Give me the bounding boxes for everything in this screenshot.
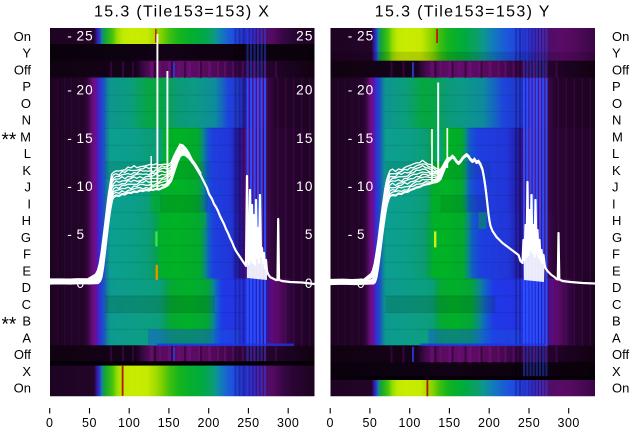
svg-text:5: 5 — [357, 227, 366, 242]
svg-text:Off: Off — [14, 63, 31, 78]
svg-text:J: J — [25, 180, 32, 195]
svg-text:-: - — [67, 83, 72, 98]
svg-text:250: 250 — [518, 416, 540, 430]
svg-text:-: - — [348, 227, 353, 242]
svg-text:150: 150 — [438, 416, 460, 430]
svg-text:20: 20 — [357, 83, 374, 98]
svg-text:Off: Off — [612, 347, 629, 362]
svg-text:K: K — [22, 163, 31, 178]
svg-text:25: 25 — [77, 29, 94, 44]
svg-text:5: 5 — [305, 227, 314, 242]
svg-text:-: - — [348, 179, 353, 194]
svg-text:X: X — [22, 364, 31, 379]
svg-text:On: On — [14, 381, 31, 396]
svg-text:B: B — [22, 314, 31, 329]
svg-text:L: L — [612, 146, 619, 161]
svg-text:Y: Y — [22, 46, 31, 61]
svg-text:On: On — [612, 381, 629, 396]
svg-text:**: ** — [2, 130, 17, 151]
svg-text:-: - — [67, 131, 72, 146]
svg-text:100: 100 — [399, 416, 421, 430]
svg-text:5: 5 — [77, 227, 86, 242]
svg-text:N: N — [22, 113, 31, 128]
svg-text:**: ** — [2, 314, 17, 335]
svg-text:C: C — [22, 297, 31, 312]
svg-text:X: X — [612, 364, 621, 379]
svg-text:A: A — [612, 330, 621, 345]
svg-text:B: B — [612, 314, 621, 329]
svg-text:D: D — [612, 280, 621, 295]
svg-text:F: F — [612, 247, 620, 262]
svg-text:100: 100 — [118, 416, 140, 430]
svg-text:15: 15 — [77, 131, 94, 146]
svg-text:I: I — [27, 196, 31, 211]
svg-text:20: 20 — [296, 83, 313, 98]
svg-text:10: 10 — [357, 179, 374, 194]
svg-text:-: - — [67, 179, 72, 194]
svg-text:25: 25 — [296, 29, 313, 44]
svg-text:50: 50 — [362, 416, 377, 430]
svg-text:On: On — [612, 29, 629, 44]
svg-text:15: 15 — [357, 131, 374, 146]
svg-text:150: 150 — [158, 416, 180, 430]
svg-text:On: On — [14, 29, 31, 44]
svg-text:0: 0 — [357, 276, 366, 291]
svg-text:-: - — [348, 29, 353, 44]
svg-text:Y: Y — [612, 46, 621, 61]
svg-text:A: A — [22, 330, 31, 345]
svg-text:H: H — [612, 213, 621, 228]
svg-text:15.3 (Tile153=153) X: 15.3 (Tile153=153) X — [94, 4, 270, 21]
svg-text:E: E — [612, 263, 621, 278]
svg-text:0: 0 — [77, 276, 86, 291]
svg-text:250: 250 — [237, 416, 259, 430]
svg-text:10: 10 — [77, 179, 94, 194]
svg-text:0: 0 — [46, 416, 53, 430]
svg-text:O: O — [21, 96, 31, 111]
svg-text:25: 25 — [357, 29, 374, 44]
svg-text:O: O — [612, 96, 622, 111]
svg-text:200: 200 — [198, 416, 220, 430]
svg-text:-: - — [348, 131, 353, 146]
svg-text:M: M — [612, 129, 623, 144]
svg-text:-: - — [348, 83, 353, 98]
svg-text:Off: Off — [612, 63, 629, 78]
svg-text:50: 50 — [82, 416, 97, 430]
svg-text:K: K — [612, 163, 621, 178]
svg-text:-: - — [67, 29, 72, 44]
svg-text:N: N — [612, 113, 621, 128]
svg-text:10: 10 — [296, 179, 313, 194]
svg-text:20: 20 — [77, 83, 94, 98]
svg-text:15.3 (Tile153=153) Y: 15.3 (Tile153=153) Y — [375, 4, 551, 21]
svg-text:I: I — [612, 196, 616, 211]
svg-text:P: P — [612, 79, 621, 94]
svg-text:C: C — [612, 297, 621, 312]
svg-text:H: H — [22, 213, 31, 228]
svg-text:J: J — [612, 180, 619, 195]
svg-text:E: E — [22, 263, 31, 278]
svg-text:L: L — [24, 146, 31, 161]
svg-text:F: F — [23, 247, 31, 262]
svg-text:G: G — [21, 230, 31, 245]
svg-text:0: 0 — [305, 276, 314, 291]
svg-text:D: D — [22, 280, 31, 295]
svg-text:200: 200 — [478, 416, 500, 430]
svg-text:15: 15 — [296, 131, 313, 146]
svg-text:P: P — [22, 79, 31, 94]
svg-text:Off: Off — [14, 347, 31, 362]
svg-text:G: G — [612, 230, 622, 245]
svg-text:300: 300 — [277, 416, 299, 430]
svg-text:M: M — [20, 129, 31, 144]
svg-text:300: 300 — [558, 416, 580, 430]
svg-text:-: - — [67, 227, 72, 242]
svg-text:0: 0 — [326, 416, 333, 430]
